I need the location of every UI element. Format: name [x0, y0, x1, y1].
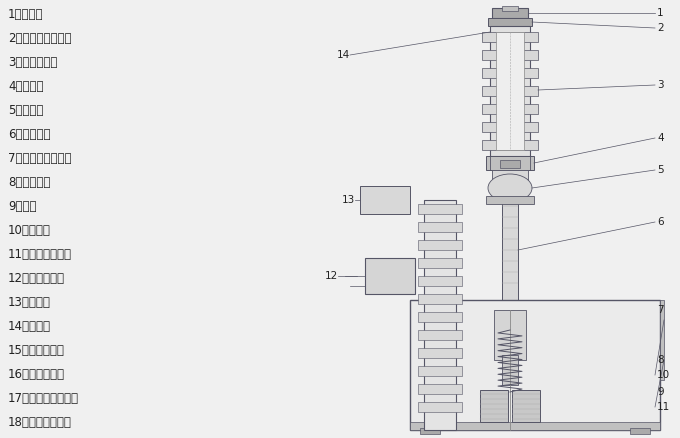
Bar: [482, 348, 538, 357]
Text: 18、二次控制插座: 18、二次控制插座: [8, 416, 72, 428]
Text: 14、绝缘胶: 14、绝缘胶: [8, 319, 51, 332]
Text: 1: 1: [657, 8, 664, 18]
Text: 6、绝缘拉杆: 6、绝缘拉杆: [8, 127, 50, 141]
Text: 13、下出线: 13、下出线: [8, 296, 51, 308]
Text: 10、机构箱: 10、机构箱: [8, 223, 51, 237]
Bar: [482, 50, 538, 60]
Text: 11、弹簧操动机构: 11、弹簧操动机构: [8, 247, 72, 261]
Bar: [482, 334, 538, 343]
Bar: [418, 222, 462, 232]
Text: 2: 2: [657, 23, 664, 33]
Text: 16、储能操作杆: 16、储能操作杆: [8, 367, 65, 381]
Text: 17、开关状态显示器: 17、开关状态显示器: [8, 392, 79, 405]
Bar: [482, 320, 538, 329]
Bar: [502, 202, 518, 302]
Bar: [482, 376, 538, 385]
Bar: [418, 240, 462, 250]
Bar: [630, 428, 650, 434]
Bar: [482, 122, 538, 132]
Bar: [488, 18, 532, 26]
Bar: [418, 366, 462, 376]
Bar: [480, 390, 508, 422]
Bar: [410, 300, 660, 430]
Bar: [482, 306, 538, 315]
Text: 4: 4: [657, 133, 664, 143]
Bar: [418, 402, 462, 412]
Bar: [418, 294, 462, 304]
Bar: [490, 302, 530, 392]
Bar: [424, 200, 456, 430]
Bar: [496, 32, 524, 150]
Bar: [486, 196, 534, 204]
Text: 13: 13: [342, 195, 355, 205]
Text: 5: 5: [657, 165, 664, 175]
Ellipse shape: [488, 174, 532, 202]
Bar: [418, 312, 462, 322]
Text: 14: 14: [337, 50, 350, 60]
Bar: [500, 160, 520, 168]
Text: 12、电流互感器: 12、电流互感器: [8, 272, 65, 285]
Text: 12: 12: [325, 271, 338, 281]
Text: 15、合分操作杆: 15、合分操作杆: [8, 343, 65, 357]
Bar: [502, 355, 518, 385]
Text: 3: 3: [657, 80, 664, 90]
Text: 1、上出线: 1、上出线: [8, 7, 44, 21]
Bar: [486, 156, 534, 170]
Bar: [418, 348, 462, 358]
Bar: [504, 392, 516, 408]
Text: 2、上支柱绝缘套筒: 2、上支柱绝缘套筒: [8, 32, 71, 45]
Text: 9: 9: [657, 387, 664, 397]
Bar: [418, 276, 462, 286]
Bar: [660, 300, 664, 380]
Text: 7: 7: [657, 305, 664, 315]
Bar: [512, 390, 540, 422]
Bar: [492, 8, 528, 18]
Text: 11: 11: [657, 402, 670, 412]
Bar: [482, 140, 538, 150]
Bar: [482, 362, 538, 371]
Text: 7、下支柱绝缘套筒: 7、下支柱绝缘套筒: [8, 152, 71, 165]
Text: 10: 10: [657, 370, 670, 380]
Bar: [418, 204, 462, 214]
Bar: [482, 104, 538, 114]
Bar: [418, 384, 462, 394]
Bar: [482, 68, 538, 78]
Text: 6: 6: [657, 217, 664, 227]
Bar: [494, 310, 526, 360]
Text: 8: 8: [657, 355, 664, 365]
Text: 4、导电夹: 4、导电夹: [8, 80, 44, 92]
Text: 3、真空灭弧宣: 3、真空灭弧宣: [8, 56, 57, 68]
Bar: [365, 258, 415, 294]
Text: 9、吊耳: 9、吊耳: [8, 199, 37, 212]
Bar: [420, 428, 440, 434]
Bar: [418, 258, 462, 268]
Bar: [492, 170, 528, 182]
Bar: [490, 26, 530, 156]
Bar: [482, 86, 538, 96]
Text: 8、压缩弹簧: 8、压缩弹簧: [8, 176, 50, 188]
Bar: [482, 32, 538, 42]
Text: 5、软连接: 5、软连接: [8, 103, 44, 117]
Bar: [360, 186, 410, 214]
Bar: [502, 6, 518, 11]
Bar: [418, 330, 462, 340]
Bar: [410, 422, 660, 430]
